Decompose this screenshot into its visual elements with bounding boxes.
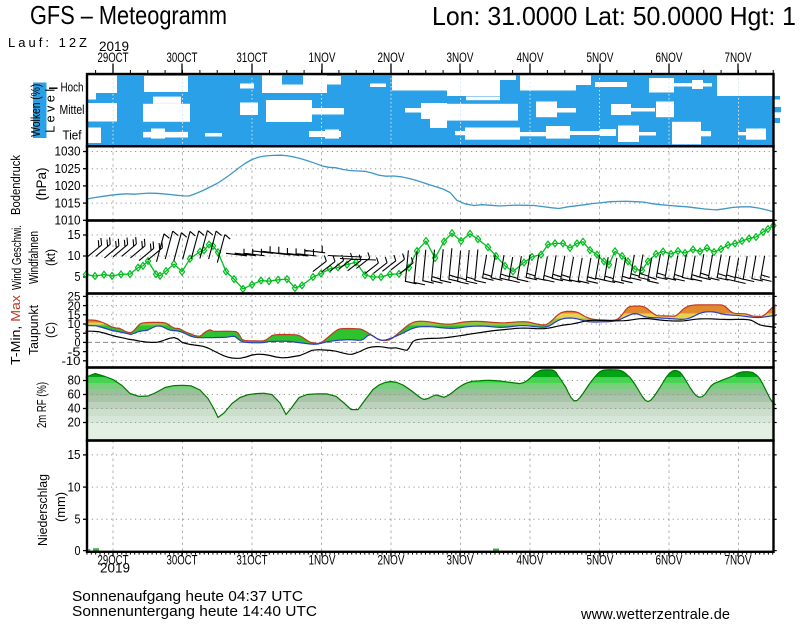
svg-text:2NOV: 2NOV [378, 50, 405, 65]
svg-text:5NOV: 5NOV [587, 553, 614, 568]
svg-text:Lon: 31.0000 Lat: 50.0000 Hgt:: Lon: 31.0000 Lat: 50.0000 Hgt: 1 [432, 1, 796, 31]
svg-text:Level: Level [44, 89, 58, 133]
svg-text:10: 10 [68, 248, 81, 263]
svg-text:7NOV: 7NOV [725, 50, 752, 65]
svg-text:1015: 1015 [55, 195, 81, 210]
svg-text:5: 5 [75, 512, 81, 527]
svg-text:5NOV: 5NOV [587, 50, 614, 65]
svg-text:-5: -5 [68, 345, 81, 359]
svg-text:Wind Geschwi.: Wind Geschwi. [9, 225, 24, 290]
svg-text:1030: 1030 [55, 144, 81, 159]
svg-text:40: 40 [68, 401, 81, 416]
svg-text:Niederschlag: Niederschlag [35, 474, 50, 546]
svg-text:5: 5 [75, 269, 81, 284]
svg-text:80: 80 [68, 373, 81, 388]
svg-text:(hPa): (hPa) [34, 168, 49, 201]
svg-text:6NOV: 6NOV [656, 553, 683, 568]
svg-text:1NOV: 1NOV [309, 553, 336, 568]
svg-text:3NOV: 3NOV [447, 50, 474, 65]
svg-text:GFS – Meteogramm: GFS – Meteogramm [30, 0, 227, 30]
svg-text:www.wetterzentrale.de: www.wetterzentrale.de [580, 607, 730, 623]
svg-text:Wolken (%): Wolken (%) [29, 84, 43, 137]
svg-text:15: 15 [68, 308, 81, 322]
svg-text:Hoch: Hoch [61, 81, 84, 95]
svg-text:15: 15 [68, 447, 81, 462]
svg-text:2NOV: 2NOV [378, 553, 405, 568]
svg-text:20: 20 [68, 299, 81, 313]
svg-text:T-Min, Max: T-Min, Max [8, 294, 23, 365]
svg-text:29OCT: 29OCT [98, 553, 129, 568]
svg-text:2019: 2019 [99, 39, 129, 54]
svg-text:10: 10 [68, 479, 81, 494]
svg-text:Lauf: 12Z: Lauf: 12Z [8, 35, 87, 50]
svg-text:(mm): (mm) [53, 492, 68, 522]
svg-text:2m RF (%): 2m RF (%) [34, 382, 49, 428]
svg-text:30OCT: 30OCT [167, 553, 198, 568]
svg-text:30OCT: 30OCT [167, 50, 198, 65]
svg-text:15: 15 [68, 227, 81, 242]
svg-text:(C): (C) [43, 322, 58, 338]
svg-text:Tief: Tief [63, 128, 82, 142]
svg-text:3NOV: 3NOV [447, 553, 474, 568]
svg-text:1010: 1010 [55, 213, 81, 228]
svg-text:5: 5 [75, 326, 81, 340]
svg-text:1NOV: 1NOV [309, 50, 336, 65]
svg-text:0: 0 [75, 336, 81, 350]
svg-text:29OCT: 29OCT [98, 50, 129, 65]
svg-text:Windfahnen: Windfahnen [26, 231, 41, 284]
svg-text:31OCT: 31OCT [237, 50, 268, 65]
svg-text:4NOV: 4NOV [517, 50, 544, 65]
svg-text:-10: -10 [62, 354, 81, 368]
svg-text:Sonnenuntergang heute 14:40 UT: Sonnenuntergang heute 14:40 UTC [72, 604, 317, 620]
svg-text:4NOV: 4NOV [517, 553, 544, 568]
svg-text:0: 0 [75, 543, 81, 558]
svg-text:6NOV: 6NOV [656, 50, 683, 65]
svg-text:25: 25 [68, 290, 81, 304]
svg-text:7NOV: 7NOV [725, 553, 752, 568]
svg-text:Mittel: Mittel [60, 103, 85, 117]
svg-text:1020: 1020 [55, 178, 81, 193]
svg-text:Bodendruck: Bodendruck [8, 155, 23, 215]
svg-text:Taupunkt: Taupunkt [26, 305, 41, 355]
svg-text:Sonnenaufgang heute 04:37 UTC: Sonnenaufgang heute 04:37 UTC [72, 589, 303, 605]
svg-text:60: 60 [68, 387, 81, 402]
svg-text:1025: 1025 [55, 161, 81, 176]
svg-text:31OCT: 31OCT [237, 553, 268, 568]
svg-text:2019: 2019 [100, 561, 130, 576]
svg-text:20: 20 [68, 415, 81, 430]
svg-text:10: 10 [68, 317, 81, 331]
svg-text:(kt): (kt) [43, 249, 58, 266]
